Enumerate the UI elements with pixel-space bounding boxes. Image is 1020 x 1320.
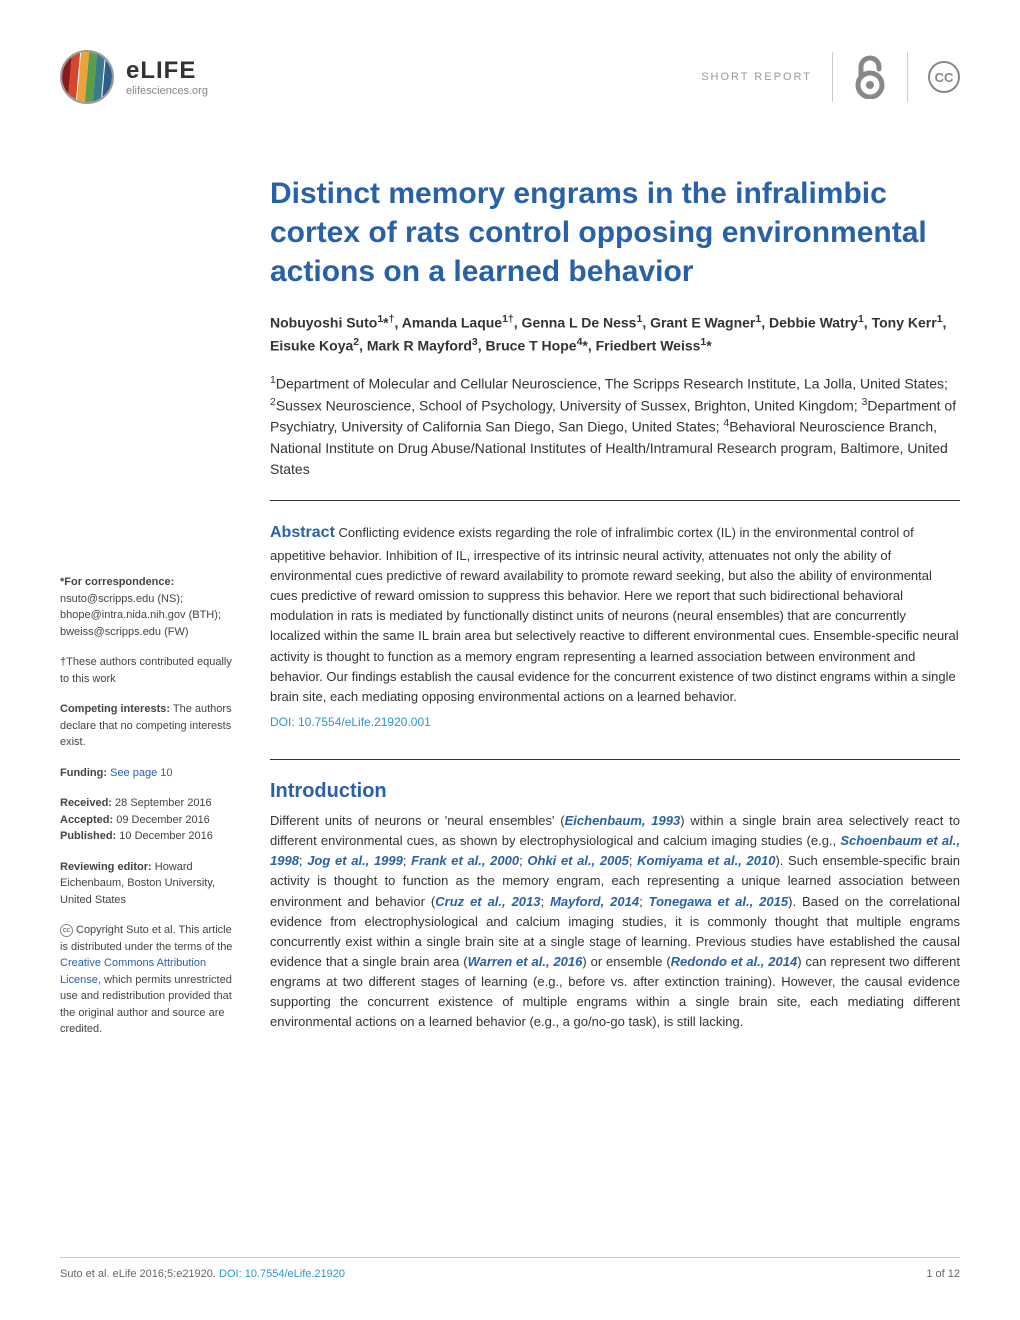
authors-list: Nobuyoshi Suto1*†, Amanda Laque1†, Genna… bbox=[270, 311, 960, 357]
page-header: eLIFE elifesciences.org SHORT REPORT CC bbox=[60, 50, 960, 104]
page-number: 1 of 12 bbox=[926, 1268, 960, 1280]
funding-section: Funding: See page 10 bbox=[60, 765, 240, 782]
main-content: *For correspondence: nsuto@scripps.edu (… bbox=[60, 174, 960, 1052]
article-body: Distinct memory engrams in the infralimb… bbox=[270, 174, 960, 1052]
published-date: 10 December 2016 bbox=[116, 830, 213, 842]
editor-label: Reviewing editor: bbox=[60, 861, 152, 873]
accepted-label: Accepted: bbox=[60, 814, 113, 826]
logo-url[interactable]: elifesciences.org bbox=[126, 85, 208, 97]
article-metadata-sidebar: *For correspondence: nsuto@scripps.edu (… bbox=[60, 174, 240, 1052]
funding-label: Funding: bbox=[60, 767, 107, 779]
logo-section: eLIFE elifesciences.org bbox=[60, 50, 208, 104]
received-label: Received: bbox=[60, 797, 112, 809]
divider bbox=[907, 52, 908, 102]
abstract-doi-link[interactable]: DOI: 10.7554/eLife.21920.001 bbox=[270, 715, 960, 729]
introduction-heading: Introduction bbox=[270, 780, 960, 803]
reviewing-editor-section: Reviewing editor: Howard Eichenbaum, Bos… bbox=[60, 859, 240, 909]
dates-section: Received: 28 September 2016 Accepted: 09… bbox=[60, 795, 240, 845]
introduction-text: Different units of neurons or 'neural en… bbox=[270, 811, 960, 1033]
abstract-section: Abstract Conflicting evidence exists reg… bbox=[270, 521, 960, 707]
received-date: 28 September 2016 bbox=[112, 797, 212, 809]
copyright-text-1: Copyright Suto et al. This article is di… bbox=[60, 924, 232, 953]
equal-contribution: †These authors contributed equally to th… bbox=[60, 654, 240, 687]
abstract-label: Abstract bbox=[270, 524, 335, 541]
footer-citation: Suto et al. eLife 2016;5:e21920. DOI: 10… bbox=[60, 1268, 345, 1280]
divider bbox=[832, 52, 833, 102]
copyright-section: ccCopyright Suto et al. This article is … bbox=[60, 922, 240, 1038]
article-title: Distinct memory engrams in the infralimb… bbox=[270, 174, 960, 291]
correspondence-emails: nsuto@scripps.edu (NS); bhope@intra.nida… bbox=[60, 593, 221, 638]
correspondence-label: *For correspondence: bbox=[60, 576, 174, 588]
divider bbox=[270, 759, 960, 760]
article-type-label: SHORT REPORT bbox=[701, 71, 812, 83]
footer-doi-link[interactable]: DOI: 10.7554/eLife.21920 bbox=[219, 1268, 345, 1280]
open-access-icon bbox=[853, 55, 887, 99]
logo-text-block: eLIFE elifesciences.org bbox=[126, 57, 208, 97]
cc-small-icon: cc bbox=[60, 924, 73, 937]
page-footer: Suto et al. eLife 2016;5:e21920. DOI: 10… bbox=[60, 1257, 960, 1280]
competing-label: Competing interests: bbox=[60, 703, 170, 715]
competing-interests: Competing interests: The authors declare… bbox=[60, 701, 240, 751]
cc-license-icon: CC bbox=[928, 61, 960, 93]
logo-name: eLIFE bbox=[126, 57, 208, 85]
divider bbox=[270, 500, 960, 501]
affiliations-list: 1Department of Molecular and Cellular Ne… bbox=[270, 373, 960, 480]
correspondence-section: *For correspondence: nsuto@scripps.edu (… bbox=[60, 574, 240, 640]
elife-logo-icon bbox=[60, 50, 114, 104]
abstract-text: Conflicting evidence exists regarding th… bbox=[270, 525, 959, 704]
header-right: SHORT REPORT CC bbox=[701, 52, 960, 102]
funding-link[interactable]: See page 10 bbox=[107, 767, 172, 779]
accepted-date: 09 December 2016 bbox=[113, 814, 210, 826]
published-label: Published: bbox=[60, 830, 116, 842]
